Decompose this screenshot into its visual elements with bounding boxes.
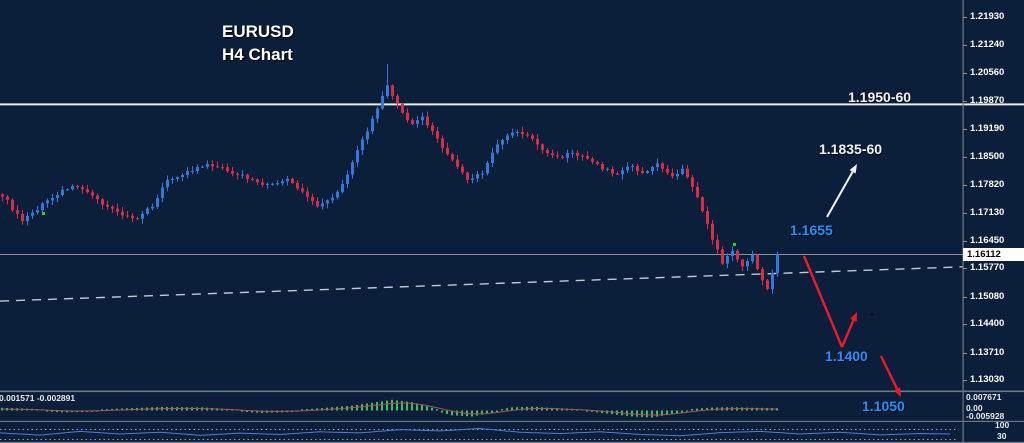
- current-price-box: 1.16112: [963, 247, 1024, 261]
- macd-axis-max: 0.007671: [966, 392, 1002, 402]
- macd-values-label: 0.001571 -0.002891: [0, 393, 76, 403]
- macd-axis-zero: 0.00: [966, 403, 983, 413]
- target-zone-label: 1.1835-60: [819, 141, 883, 157]
- oscillator-upper-label: 100: [995, 420, 1010, 430]
- chart-title: EURUSD H4 Chart: [222, 20, 294, 66]
- resistance-zone-label: 1.1950-60: [848, 89, 912, 105]
- level-1655-label: 1.1655: [790, 222, 833, 238]
- chart-timeframe: H4 Chart: [222, 45, 293, 64]
- oscillator-lower-label: 30: [997, 431, 1007, 441]
- macd-axis-min: -0.005928: [966, 411, 1005, 421]
- chart-symbol: EURUSD: [222, 22, 294, 41]
- level-1050-label: 1.1050: [862, 398, 905, 414]
- level-1400-label: 1.1400: [825, 348, 868, 364]
